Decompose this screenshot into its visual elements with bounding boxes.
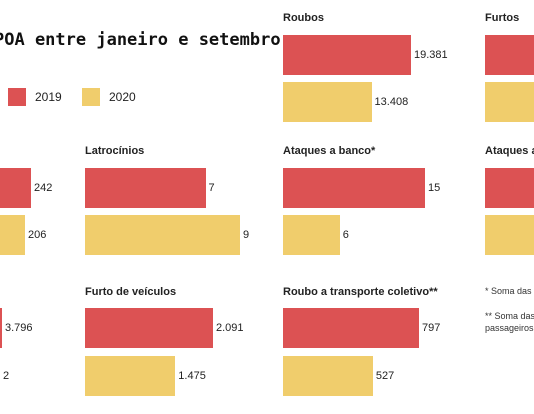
value-label-panel-6-2020: 2 <box>3 370 10 382</box>
value-label-furto-de-veiculos-2019: 2.091 <box>216 322 244 334</box>
value-label-ataques-a-banco-2019: 15 <box>428 182 441 194</box>
value-label-roubos-2019: 19.381 <box>414 49 448 61</box>
footnote-2: ** Soma das <box>485 311 534 321</box>
value-label-panel-6-2019: 3.796 <box>5 322 33 334</box>
bar-ataques-a-banco-2019 <box>283 168 425 208</box>
bar-panel-2-2019 <box>0 168 31 208</box>
bar-furto-de-veiculos-2019 <box>85 308 213 348</box>
chart-title: POA entre janeiro e setembro <box>0 30 281 50</box>
panel-title-roubos: Roubos <box>283 12 324 24</box>
legend-label-2020: 2020 <box>109 90 136 104</box>
panel-title-roubo-a-transporte-coletivo: Roubo a transporte coletivo** <box>283 286 438 298</box>
footnote-3: passageiros <box>485 323 534 333</box>
legend-item-2019: 2019 <box>8 88 62 106</box>
value-label-roubos-2020: 13.408 <box>374 96 409 108</box>
bar-roubo-a-transporte-coletivo-2019 <box>283 308 419 348</box>
panel-title-furto-de-veiculos: Furto de veículos <box>85 286 177 298</box>
bar-latrocinios-2019 <box>85 168 206 208</box>
bar-panel-6-2019 <box>0 308 2 348</box>
value-label-panel-2-2019: 242 <box>34 182 53 194</box>
bar-ataques-a-banco-2020 <box>283 215 340 255</box>
value-label-ataques-a-banco-2020: 6 <box>342 229 349 241</box>
bar-furtos-2019 <box>485 35 534 75</box>
value-label-roubo-a-transporte-coletivo-2020: 527 <box>375 370 395 382</box>
bar-furtos-2020 <box>485 82 534 122</box>
bar-roubos-2019 <box>283 35 411 75</box>
legend-swatch-2019 <box>8 88 26 106</box>
legend-swatch-2020 <box>82 88 100 106</box>
bar-ataques-a-2020 <box>485 215 534 255</box>
legend-item-2020: 2020 <box>82 88 136 106</box>
panel-title-ataques-a-banco: Ataques a banco* <box>283 145 376 157</box>
value-label-panel-2-2020: 206 <box>28 229 47 241</box>
bar-roubos-2020 <box>283 82 372 122</box>
bar-furto-de-veiculos-2020 <box>85 356 176 396</box>
value-label-furto-de-veiculos-2020: 1.475 <box>178 370 206 382</box>
bar-latrocinios-2020 <box>85 215 240 255</box>
bar-panel-2-2020 <box>0 215 25 255</box>
panel-title-ataques-a: Ataques a <box>485 145 534 157</box>
legend-label-2019: 2019 <box>35 90 62 104</box>
panel-title-latrocinios: Latrocínios <box>85 145 145 157</box>
bar-ataques-a-2019 <box>485 168 534 208</box>
bar-roubo-a-transporte-coletivo-2020 <box>283 356 373 396</box>
panel-title-furtos: Furtos <box>485 12 520 24</box>
footnote-1: * Soma das c <box>485 286 534 296</box>
value-label-latrocinios-2019: 7 <box>208 182 215 194</box>
value-label-roubo-a-transporte-coletivo-2019: 797 <box>422 322 441 334</box>
value-label-latrocinios-2020: 9 <box>243 229 250 241</box>
